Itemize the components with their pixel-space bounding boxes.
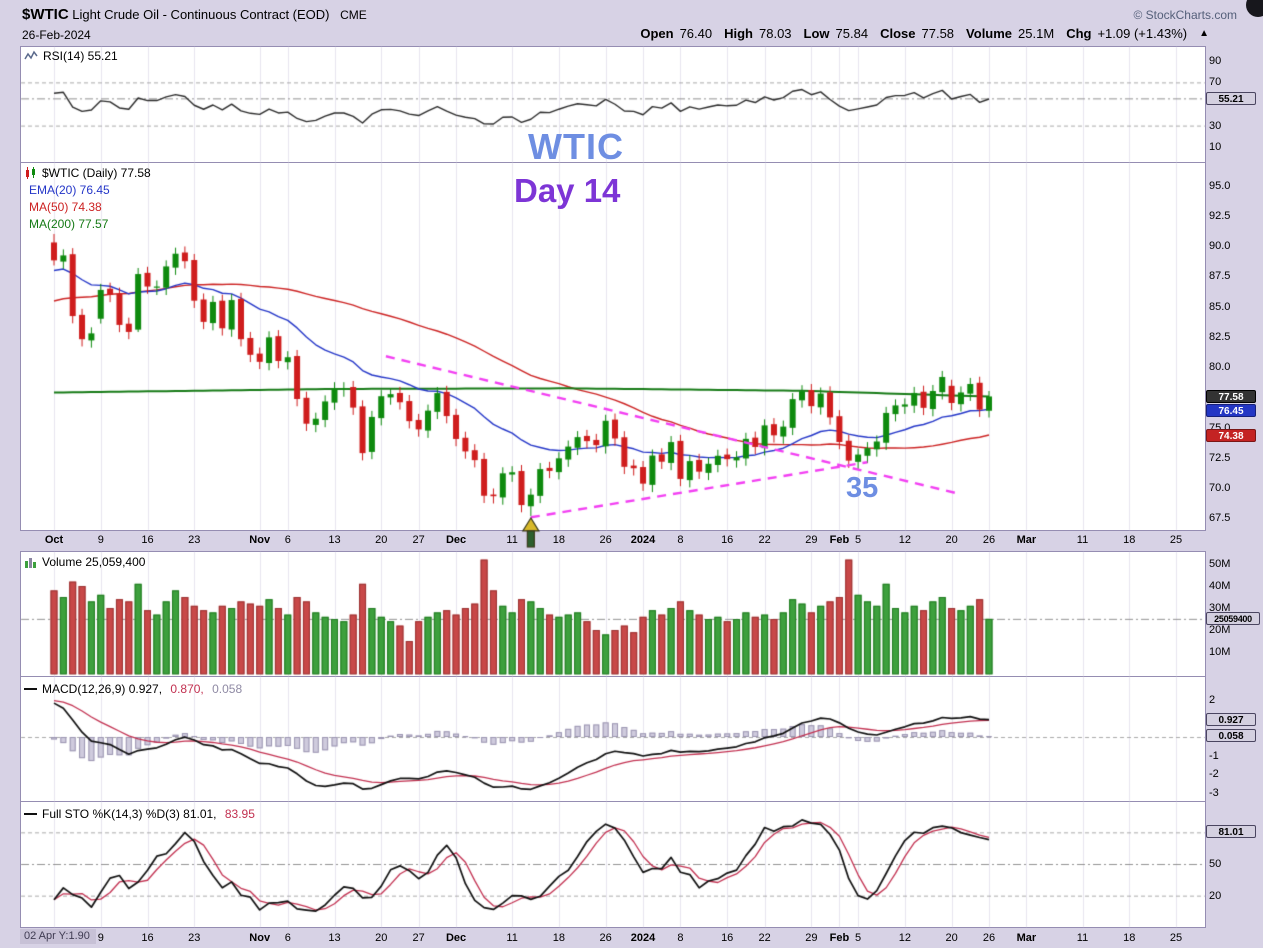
- crosshair-readout: 02 Apr Y:1.90: [20, 929, 96, 944]
- volume-legend: Volume 25,059,400: [24, 555, 145, 569]
- ma50-legend-text: MA(50) 74.38: [29, 200, 102, 214]
- annotation-day-count: Day 14: [514, 172, 621, 209]
- open-label: Open: [640, 26, 674, 41]
- date-label: 26-Feb-2024: [22, 28, 91, 42]
- ma200-legend-text: MA(200) 77.57: [29, 217, 109, 231]
- ema20-legend-text: EMA(20) 76.45: [29, 183, 110, 197]
- quote-row: Open 76.40 High 78.03 Low 75.84 Close 77.58 …: [640, 26, 1209, 41]
- price-legend-text: $WTIC (Daily) 77.58: [42, 166, 151, 180]
- chart-header: $WTIC Light Crude Oil - Continuous Contr…: [22, 6, 367, 23]
- rsi-legend-text: RSI(14) 55.21: [43, 49, 118, 63]
- chg-label: Chg: [1066, 26, 1092, 41]
- high-value: 78.03: [759, 26, 792, 41]
- exchange: CME: [340, 8, 367, 22]
- corner-badge[interactable]: [1246, 0, 1263, 17]
- macd-line-icon: [24, 688, 37, 690]
- copyright: © StockCharts.com: [1133, 8, 1237, 22]
- sto-legend-text-1: Full STO %K(14,3) %D(3) 81.01,: [42, 807, 220, 821]
- volume-legend-text: Volume 25,059,400: [42, 555, 146, 569]
- volume-bars-icon: [25, 558, 36, 568]
- chart-title: Light Crude Oil - Continuous Contract (E…: [72, 7, 330, 22]
- close-value: 77.58: [921, 26, 955, 41]
- volume-value: 25.1M: [1018, 26, 1055, 41]
- sto-legend-text-2: 83.95: [224, 807, 255, 821]
- volume-label: Volume: [966, 26, 1013, 41]
- symbol: $WTIC: [22, 6, 69, 23]
- macd-legend-text-2: 0.870,: [170, 682, 208, 696]
- high-label: High: [724, 26, 753, 41]
- annotation-symbol: WTIC: [528, 126, 624, 167]
- macd-legend-text-1: MACD(12,26,9) 0.927,: [42, 682, 166, 696]
- sto-line-icon: [24, 813, 37, 815]
- chg-up-arrow-icon: ▲: [1199, 28, 1209, 39]
- rsi-legend: RSI(14) 55.21: [24, 49, 118, 63]
- open-value: 76.40: [679, 26, 713, 41]
- rsi-icon: [24, 50, 38, 60]
- macd-legend: MACD(12,26,9) 0.927, 0.870, 0.058: [24, 682, 242, 696]
- candlestick-icon: [26, 167, 35, 179]
- low-label: Low: [803, 26, 830, 41]
- chg-value: +1.09 (+1.43%): [1097, 26, 1188, 41]
- price-legend: $WTIC (Daily) 77.58 EMA(20) 76.45 MA(50)…: [24, 166, 151, 234]
- close-label: Close: [880, 26, 916, 41]
- annotation-number: 35: [846, 472, 879, 504]
- macd-legend-text-3: 0.058: [212, 682, 243, 696]
- stochastic-legend: Full STO %K(14,3) %D(3) 81.01, 83.95: [24, 807, 255, 821]
- low-value: 75.84: [835, 26, 869, 41]
